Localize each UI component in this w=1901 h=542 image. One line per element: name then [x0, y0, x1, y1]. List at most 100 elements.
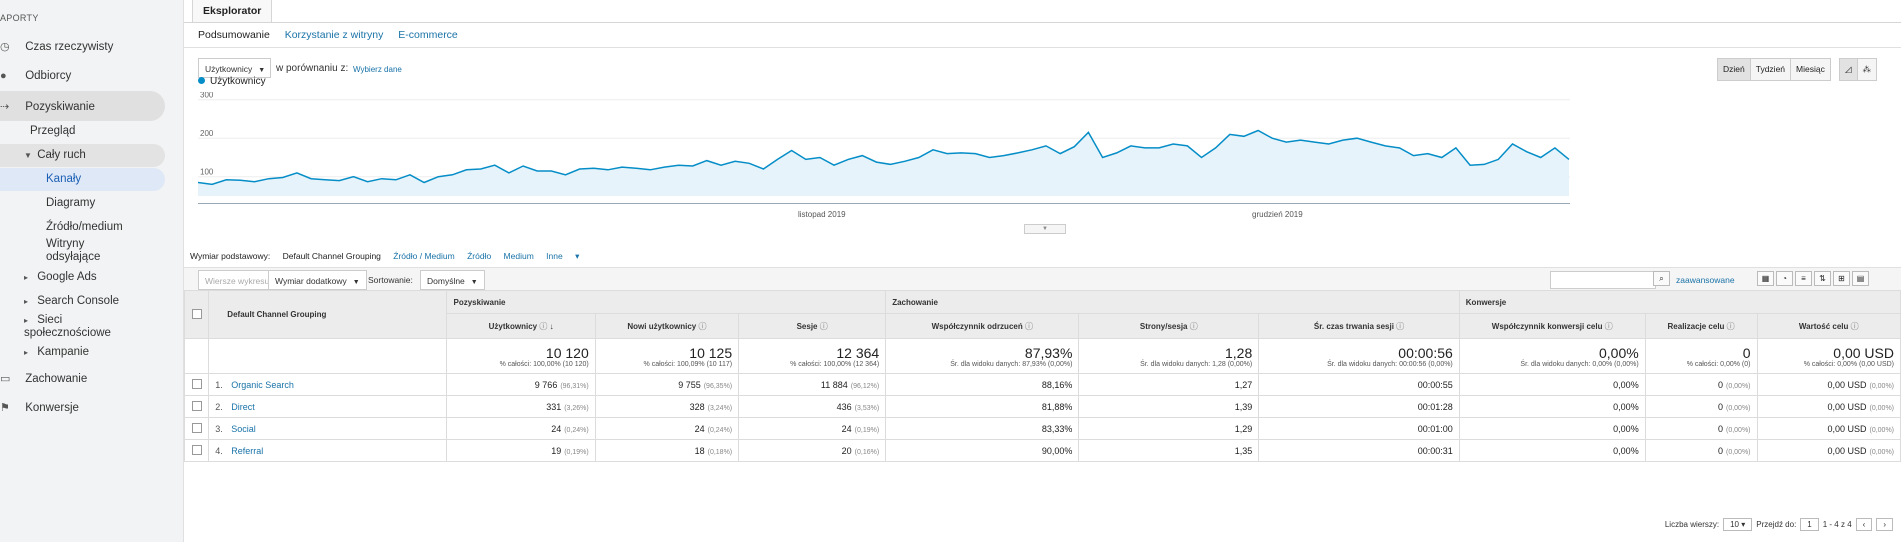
row-checkbox[interactable]: [191, 444, 202, 455]
col-sessions[interactable]: Sesje ⓘ: [738, 313, 887, 339]
dimension-link-source-medium[interactable]: Źródło / Medium: [393, 251, 455, 261]
col-pages-session[interactable]: Strony/sesja ⓘ: [1078, 313, 1260, 339]
sessions-cell: 11 884 (96,12%): [738, 373, 887, 396]
cell-percent: (0,24%): [707, 426, 733, 434]
select-all-checkbox[interactable]: [191, 308, 202, 319]
dimension-link-other[interactable]: Inne ▾: [546, 251, 580, 261]
help-icon: ⓘ: [1189, 321, 1198, 331]
cell-value: 81,88%: [1041, 401, 1073, 412]
sidebar-active-highlight: [0, 168, 165, 191]
dimension-header[interactable]: Default Channel Grouping: [208, 290, 448, 339]
subtab-ecommerce[interactable]: E-commerce: [398, 29, 458, 41]
sidebar-item-audience[interactable]: ● Odbiorcy: [0, 70, 71, 82]
cell-percent: (0,18%): [707, 448, 733, 456]
new-users-cell: 18 (0,18%): [594, 439, 740, 462]
secondary-label: Wymiar dodatkowy: [275, 276, 347, 286]
cell-percent: (0,00%): [1725, 448, 1751, 456]
secondary-dimension-select[interactable]: Wymiar dodatkowy ▼: [268, 270, 367, 290]
comparison-view-icon[interactable]: ⇅: [1814, 271, 1831, 286]
row-checkbox-cell[interactable]: [183, 417, 210, 440]
rows-value: 10: [1730, 520, 1740, 529]
value-cell: 0,00 USD (0,00%): [1756, 395, 1901, 418]
col-goal-completions[interactable]: Realizacje celu ⓘ: [1644, 313, 1758, 339]
line-chart: 100 200 300: [198, 92, 1570, 196]
sidebar-item-source-medium[interactable]: Źródło/medium: [46, 221, 123, 233]
pivot-view-icon[interactable]: ▤: [1852, 271, 1869, 286]
sidebar-item-referrals[interactable]: Witryny odsyłające: [46, 238, 101, 263]
sidebar-item-campaigns[interactable]: ▸ Kampanie: [24, 346, 89, 358]
pie-view-icon[interactable]: ◔: [1776, 271, 1793, 286]
line-chart-icon[interactable]: ◿: [1840, 59, 1858, 80]
col-users[interactable]: Użytkownicy ⓘ ↓: [446, 313, 596, 339]
dimension-link-source[interactable]: Źródło: [467, 251, 492, 261]
plot-rows-button[interactable]: Wiersze wykresu: [198, 270, 277, 290]
cell-value: 0,00%: [1613, 379, 1639, 390]
sidebar-item-realtime[interactable]: ◷ Czas rzeczywisty: [0, 40, 113, 53]
table-search-input[interactable]: [1550, 271, 1656, 289]
period-month-button[interactable]: Miesiąc: [1796, 64, 1825, 74]
total-value: 12 364: [836, 344, 880, 361]
total-value: 87,93%: [1024, 344, 1073, 361]
channel-link[interactable]: Direct: [231, 401, 255, 412]
caret-right-icon: ▸: [24, 297, 29, 306]
table-view-icon[interactable]: ▦: [1757, 271, 1774, 286]
cell-value: 83,33%: [1041, 423, 1073, 434]
subtab-site-usage[interactable]: Korzystanie z witryny: [284, 29, 384, 41]
col-avg-duration[interactable]: Śr. czas trwania sesji ⓘ: [1258, 313, 1460, 339]
sidebar-item-channels[interactable]: Kanały: [46, 173, 82, 185]
sidebar-item-treemaps[interactable]: Diagramy: [46, 197, 96, 209]
tab-explorer[interactable]: Eksplorator: [192, 0, 273, 23]
channel-link[interactable]: Referral: [231, 445, 264, 456]
next-page-icon[interactable]: ›: [1876, 518, 1893, 531]
sidebar-item-google-ads[interactable]: ▸ Google Ads: [24, 271, 97, 283]
users-cell: 9 766 (96,31%): [446, 373, 596, 396]
dimension-label: Wymiar podstawowy:: [190, 251, 271, 261]
row-checkbox-cell[interactable]: [183, 439, 210, 462]
period-week-button[interactable]: Tydzień: [1751, 59, 1792, 80]
row-checkbox[interactable]: [191, 422, 202, 433]
col-bounce-rate[interactable]: Współczynnik odrzuceń ⓘ: [885, 313, 1080, 339]
divider: [184, 47, 1901, 48]
prev-page-icon[interactable]: ‹: [1855, 518, 1873, 531]
dimension-link-medium[interactable]: Medium: [503, 251, 534, 261]
period-day-button[interactable]: Dzień: [1718, 59, 1751, 80]
row-checkbox[interactable]: [191, 378, 202, 389]
sidebar-item-search-console[interactable]: ▸ Search Console: [24, 295, 119, 307]
cell-value: 0,00 USD: [1827, 445, 1867, 456]
sidebar-item-all-traffic[interactable]: ▼ Cały ruch: [24, 149, 86, 161]
row-checkbox-cell[interactable]: [183, 395, 210, 418]
chart-collapse-handle[interactable]: ▼: [1024, 224, 1066, 234]
cell-percent: (0,16%): [854, 448, 880, 456]
rows-select[interactable]: 10 ▾: [1723, 518, 1753, 531]
metric-select[interactable]: Użytkownicy ▼: [198, 58, 271, 78]
term-cloud-icon[interactable]: ⊞: [1833, 271, 1850, 286]
sidebar-item-acquisition[interactable]: ⇢ Pozyskiwanie: [0, 100, 95, 113]
col-goal-conv-rate[interactable]: Współczynnik konwersji celu ⓘ: [1458, 313, 1646, 339]
search-icon[interactable]: ⌕: [1653, 271, 1670, 286]
sidebar-item-conversions[interactable]: ⚑ Konwersje: [0, 401, 79, 414]
sort-select[interactable]: Domyślne ▼: [420, 270, 485, 290]
chart-type-group: ◿ ⁂: [1839, 58, 1878, 81]
channel-link[interactable]: Social: [231, 423, 256, 434]
table-row: 1. Organic Search 9 766 (96,31%) 9 755 (96,35…: [183, 373, 1901, 396]
row-checkbox[interactable]: [191, 400, 202, 411]
select-all-cell[interactable]: [183, 290, 210, 339]
advanced-link[interactable]: zaawansowane: [1676, 275, 1735, 285]
channel-link[interactable]: Organic Search: [231, 379, 294, 390]
col-new-users[interactable]: Nowi użytkownicy ⓘ: [594, 313, 740, 339]
performance-view-icon[interactable]: ≡: [1795, 271, 1812, 286]
pages-cell: 1,35: [1078, 439, 1260, 462]
table-toolbar: Wiersze wykresu Wymiar dodatkowy ▼ Sortow…: [184, 267, 1901, 291]
total-cell: 1,28 Śr. dla widoku danych: 1,28 (0,00%): [1078, 338, 1260, 374]
col-goal-value[interactable]: Wartość celu ⓘ: [1756, 313, 1901, 339]
goto-input[interactable]: 1: [1800, 518, 1819, 531]
motion-chart-icon[interactable]: ⁂: [1862, 64, 1872, 74]
sessions-cell: 24 (0,19%): [738, 417, 887, 440]
compare-link[interactable]: Wybierz dane: [353, 65, 402, 74]
subtab-summary[interactable]: Podsumowanie: [198, 29, 270, 41]
sidebar-item-behavior[interactable]: ▭ Zachowanie: [0, 372, 87, 385]
cell-percent: (96,12%): [850, 382, 880, 390]
sidebar-item-overview[interactable]: Przegląd: [30, 125, 76, 137]
sidebar-item-social[interactable]: ▸ Sieci społecznościowe: [24, 314, 134, 340]
row-checkbox-cell[interactable]: [183, 373, 210, 396]
